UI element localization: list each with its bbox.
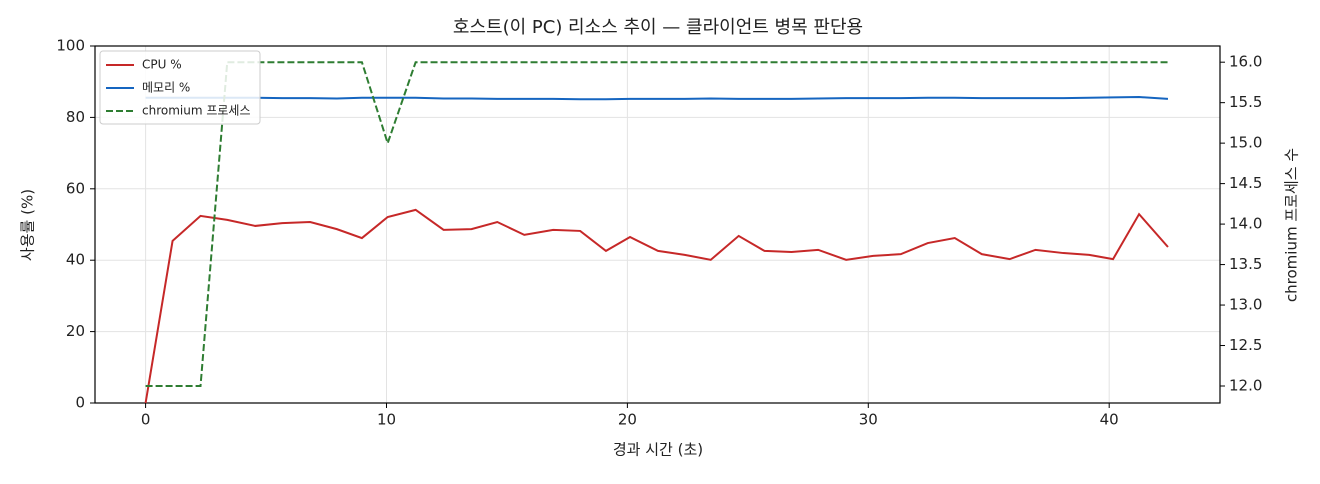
y2-tick-label: 15.0 xyxy=(1229,134,1262,152)
y2-tick-label: 14.5 xyxy=(1229,174,1262,192)
x-tick-label: 20 xyxy=(618,411,637,429)
plot-frame xyxy=(94,45,1221,404)
y-axis-label: 사용률 (%) xyxy=(19,189,37,261)
y-tick-label: 80 xyxy=(66,108,85,126)
y-tick-label: 40 xyxy=(66,251,85,269)
data-line xyxy=(144,208,1169,404)
y-tick-label: 60 xyxy=(66,179,85,197)
chart-title: 호스트(이 PC) 리소스 추이 — 클라이언트 병목 판단용 xyxy=(453,17,863,38)
x-tick-label: 0 xyxy=(141,411,151,429)
y2-tick-label: 13.0 xyxy=(1229,296,1262,314)
y2-tick-label: 12.0 xyxy=(1229,377,1262,395)
y2-tick-label: 15.5 xyxy=(1229,93,1262,111)
data-line xyxy=(145,96,1169,101)
y2-axis-label: chromium 프로세스 수 xyxy=(1283,148,1301,302)
legend-label: chromium 프로세스 xyxy=(142,104,251,118)
data-line xyxy=(145,61,1168,387)
legend-box xyxy=(99,50,261,125)
x-tick-label: 30 xyxy=(859,411,878,429)
x-axis-label: 경과 시간 (초) xyxy=(613,441,703,459)
y-tick-label: 100 xyxy=(56,37,85,55)
y2-tick-label: 12.5 xyxy=(1229,336,1262,354)
y2-tick-label: 14.0 xyxy=(1229,215,1262,233)
legend: CPU % 메모리 % chromium 프로세스 xyxy=(99,50,261,125)
y2-tick-label: 16.0 xyxy=(1229,53,1262,71)
y-tick-label: 0 xyxy=(75,394,85,412)
x-tick-label: 10 xyxy=(377,411,396,429)
legend-label: CPU % xyxy=(142,58,182,72)
y-tick-label: 20 xyxy=(66,322,85,340)
x-tick-label: 40 xyxy=(1100,411,1119,429)
legend-label: 메모리 % xyxy=(142,81,190,95)
y2-tick-label: 13.5 xyxy=(1229,255,1262,273)
